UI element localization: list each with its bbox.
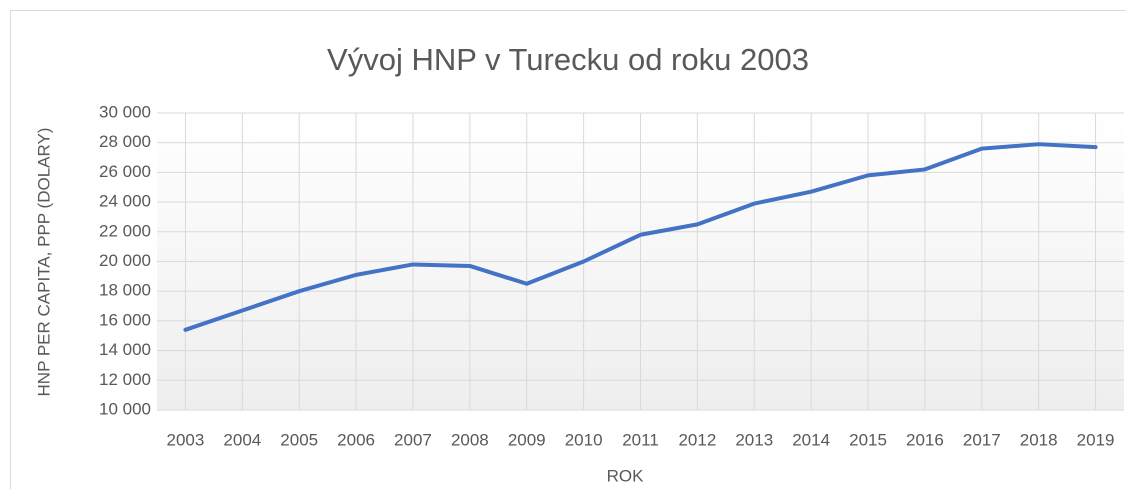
y-tick-label: 14 000	[99, 340, 151, 359]
y-axis-label: HNP PER CAPITA, PPP (DOLARY)	[34, 128, 53, 397]
y-tick-label: 30 000	[99, 102, 151, 121]
x-axis-label: ROK	[607, 466, 645, 485]
x-tick-label: 2018	[1020, 430, 1058, 449]
y-tick-label: 18 000	[99, 281, 151, 300]
chart-title: Vývoj HNP v Turecku od roku 2003	[327, 42, 809, 77]
x-tick-label: 2010	[565, 430, 603, 449]
x-tick-label: 2017	[963, 430, 1001, 449]
x-tick-label: 2014	[792, 430, 830, 449]
y-tick-label: 26 000	[99, 162, 151, 181]
y-tick-label: 10 000	[99, 399, 151, 418]
x-tick-label: 2009	[508, 430, 546, 449]
x-tick-label: 2005	[280, 430, 318, 449]
x-tick-label: 2003	[167, 430, 205, 449]
y-tick-label: 16 000	[99, 310, 151, 329]
y-tick-label: 12 000	[99, 370, 151, 389]
x-tick-label: 2008	[451, 430, 489, 449]
x-tick-label: 2004	[223, 430, 261, 449]
x-tick-label: 2015	[849, 430, 887, 449]
y-tick-label: 28 000	[99, 132, 151, 151]
x-tick-label: 2011	[622, 430, 659, 449]
x-tick-label: 2016	[906, 430, 944, 449]
y-tick-label: 22 000	[99, 221, 151, 240]
x-tick-label: 2013	[735, 430, 773, 449]
x-tick-label: 2007	[394, 430, 432, 449]
x-tick-label: 2019	[1077, 430, 1115, 449]
y-tick-label: 24 000	[99, 192, 151, 211]
x-tick-label: 2006	[337, 430, 375, 449]
y-tick-label: 20 000	[99, 251, 151, 270]
x-tick-label: 2012	[678, 430, 716, 449]
